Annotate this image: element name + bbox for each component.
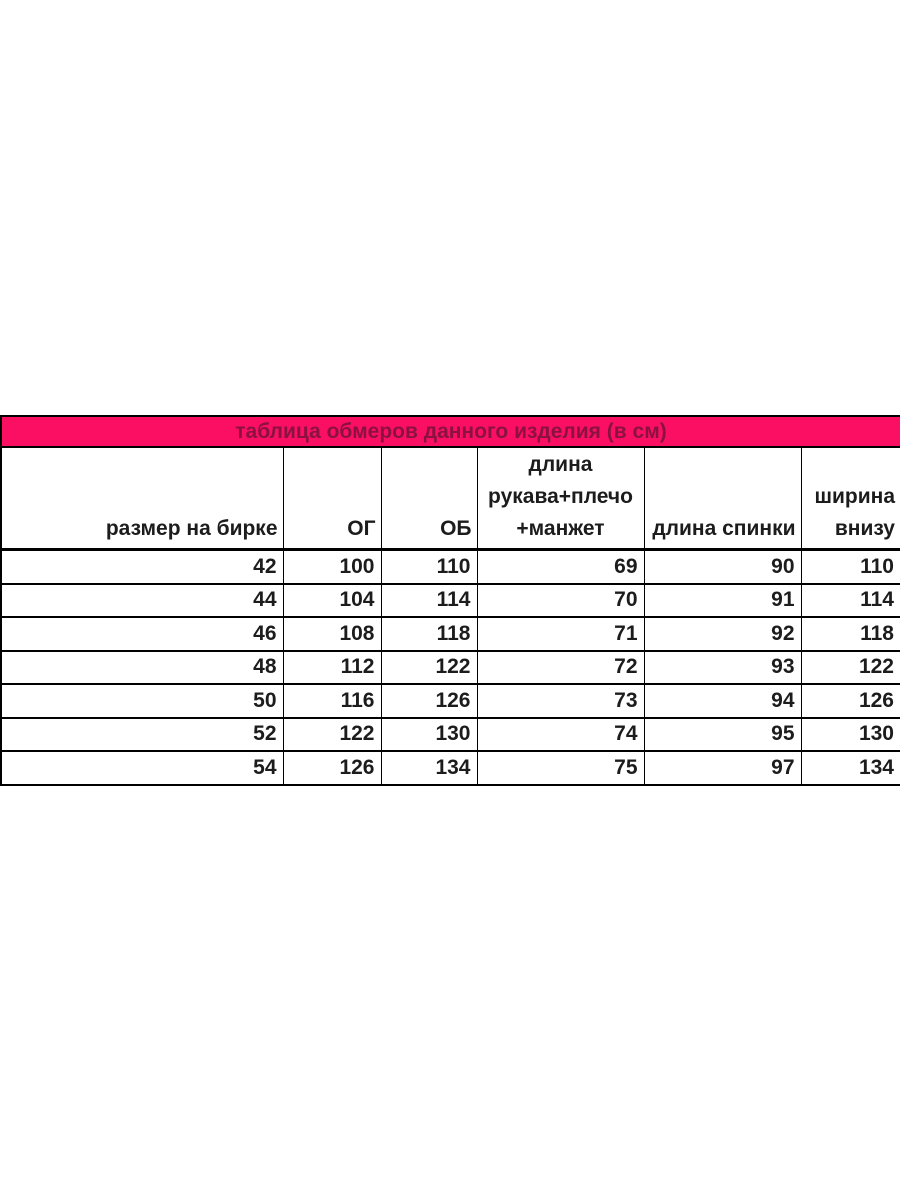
- table-cell: 114: [800, 583, 900, 618]
- table-cell: 74: [476, 717, 645, 752]
- column-header-5: ширина внизу: [800, 446, 900, 551]
- table-cell: 72: [476, 650, 645, 685]
- table-row: 48 112 122 72 93 122: [0, 650, 900, 685]
- table-cell: 90: [643, 549, 802, 585]
- table-cell: 44: [0, 583, 284, 618]
- table-body: 42 100 110 69 90 110 44 104 114 70 91 114 46 108 118 71…: [0, 549, 900, 786]
- table-cell: 126: [800, 683, 900, 719]
- table-title: таблица обмеров данного изделия (в см): [0, 415, 900, 448]
- table-cell: 70: [476, 583, 645, 618]
- table-cell: 122: [800, 650, 900, 685]
- table-cell: 126: [282, 750, 382, 786]
- table-cell: 118: [800, 616, 900, 652]
- table-cell: 114: [380, 583, 478, 618]
- table-row: 44 104 114 70 91 114: [0, 583, 900, 618]
- table-row: 54 126 134 75 97 134: [0, 750, 900, 786]
- table-cell: 104: [282, 583, 382, 618]
- table-cell: 42: [0, 549, 284, 585]
- table-cell: 134: [800, 750, 900, 786]
- column-header-3: длина рукава+плечо +манжет: [476, 446, 645, 551]
- table-cell: 46: [0, 616, 284, 652]
- table-cell: 97: [643, 750, 802, 786]
- column-header-4: длина спинки: [643, 446, 802, 551]
- table-cell: 54: [0, 750, 284, 786]
- table-cell: 126: [380, 683, 478, 719]
- table-cell: 130: [380, 717, 478, 752]
- table-cell: 91: [643, 583, 802, 618]
- table-cell: 75: [476, 750, 645, 786]
- title-band-row: таблица обмеров данного изделия (в см): [0, 415, 900, 448]
- table-cell: 112: [282, 650, 382, 685]
- table-cell: 73: [476, 683, 645, 719]
- table-cell: 118: [380, 616, 478, 652]
- table-cell: 94: [643, 683, 802, 719]
- table-cell: 110: [380, 549, 478, 585]
- table-row: 50 116 126 73 94 126: [0, 683, 900, 719]
- table-head: таблица обмеров данного изделия (в см) р…: [0, 415, 900, 551]
- table-cell: 100: [282, 549, 382, 585]
- table-cell: 52: [0, 717, 284, 752]
- table-cell: 48: [0, 650, 284, 685]
- size-measurements-table: таблица обмеров данного изделия (в см) р…: [0, 415, 900, 786]
- table-row: 52 122 130 74 95 130: [0, 717, 900, 752]
- table-cell: 95: [643, 717, 802, 752]
- column-header-1: ОГ: [282, 446, 382, 551]
- table-cell: 50: [0, 683, 284, 719]
- table-cell: 122: [380, 650, 478, 685]
- table-cell: 134: [380, 750, 478, 786]
- table-cell: 93: [643, 650, 802, 685]
- table-cell: 122: [282, 717, 382, 752]
- table-cell: 71: [476, 616, 645, 652]
- column-header-row: размер на бирке ОГ ОБ длина рукава+плечо +м…: [0, 446, 900, 551]
- table-row: 46 108 118 71 92 118: [0, 616, 900, 652]
- table-row: 42 100 110 69 90 110: [0, 549, 900, 585]
- table-cell: 116: [282, 683, 382, 719]
- table-cell: 92: [643, 616, 802, 652]
- table-cell: 69: [476, 549, 645, 585]
- column-header-0: размер на бирке: [0, 446, 284, 551]
- table-cell: 108: [282, 616, 382, 652]
- column-header-2: ОБ: [380, 446, 478, 551]
- table-cell: 130: [800, 717, 900, 752]
- table-cell: 110: [800, 549, 900, 585]
